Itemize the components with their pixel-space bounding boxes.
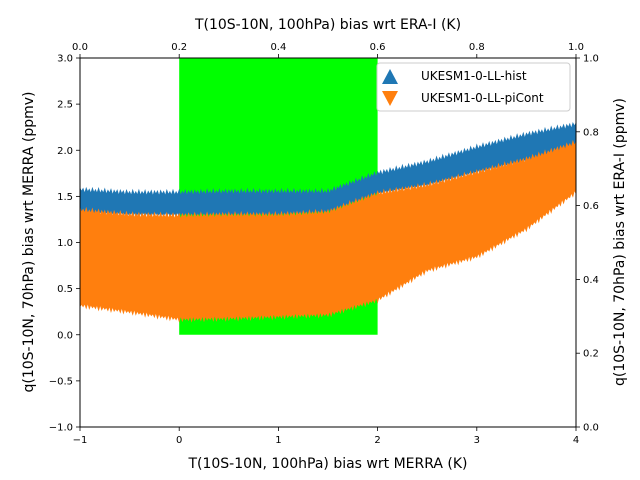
y-tick-label: 0.5 xyxy=(57,284,73,295)
plot-area xyxy=(79,58,577,335)
y-tick-label: 0.0 xyxy=(57,330,73,341)
y2-tick-label: 0.2 xyxy=(583,349,599,360)
x2-tick-label: 0.6 xyxy=(370,42,386,53)
x2-tick-label: 0.4 xyxy=(270,42,286,53)
x-axis-title: T(10S-10N, 100hPa) bias wrt MERRA (K) xyxy=(187,456,467,472)
x-tick-label: 2 xyxy=(374,435,380,446)
y2-tick-label: 1.0 xyxy=(583,54,599,65)
y-tick-label: −0.5 xyxy=(49,376,73,387)
x-tick-label: 0 xyxy=(176,435,182,446)
y-tick-label: 2.5 xyxy=(57,100,73,111)
x-tick-label: 3 xyxy=(474,435,480,446)
legend: UKESM1-0-LL-hist UKESM1-0-LL-piCont xyxy=(376,62,571,112)
y-tick-label: 3.0 xyxy=(57,54,73,65)
x2-tick-label: 1.0 xyxy=(568,42,584,53)
y2-tick-label: 0.0 xyxy=(583,423,599,434)
y2-tick-label: 0.6 xyxy=(583,201,599,212)
x-tick-label: −1 xyxy=(73,435,88,446)
y-axis-title: q(10S-10N, 70hPa) bias wrt MERRA (ppmv) xyxy=(21,92,37,393)
legend-label-hist: UKESM1-0-LL-hist xyxy=(421,69,527,83)
y2-axis-title: q(10S-10N, 70hPa) bias wrt ERA-I (ppmv) xyxy=(612,98,628,386)
legend-frame xyxy=(376,62,571,112)
x-tick-label: 1 xyxy=(275,435,281,446)
legend-marker-picont xyxy=(382,91,398,106)
y2-tick-label: 0.4 xyxy=(583,275,599,286)
y-tick-label: 1.0 xyxy=(57,238,73,249)
x2-tick-label: 0.2 xyxy=(171,42,187,53)
x2-tick-label: 0.0 xyxy=(72,42,88,53)
y-tick-label: 2.0 xyxy=(57,146,73,157)
y-tick-label: 1.5 xyxy=(57,192,73,203)
axes: −1 0 1 2 3 4 0.0 0.2 0.4 0.6 0.8 1.0 −1.0 −0.5 0.0 0.5 1… xyxy=(49,42,599,446)
legend-marker-hist xyxy=(382,69,398,84)
y2-tick-label: 0.8 xyxy=(583,127,599,138)
x2-axis-title: T(10S-10N, 100hPa) bias wrt ERA-I (K) xyxy=(194,17,461,33)
y-tick-label: −1.0 xyxy=(49,423,73,434)
x2-tick-label: 0.8 xyxy=(469,42,485,53)
x-tick-label: 4 xyxy=(573,435,579,446)
legend-label-picont: UKESM1-0-LL-piCont xyxy=(421,91,544,105)
